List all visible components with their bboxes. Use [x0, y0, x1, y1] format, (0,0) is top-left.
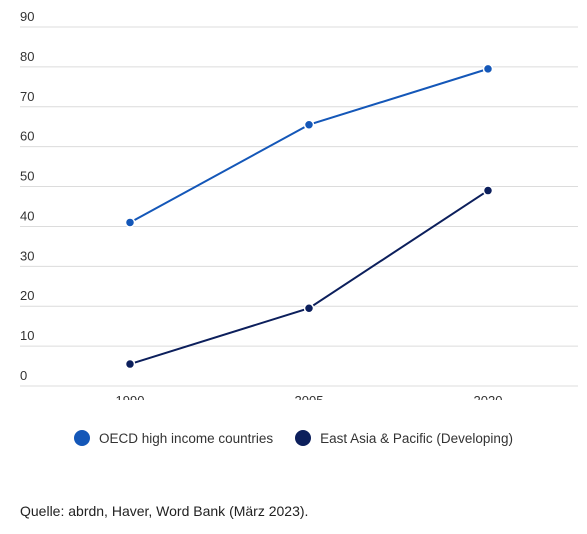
series-line-1 [129, 189, 489, 366]
x-axis-labels: 1990 2005 2020 [116, 393, 503, 400]
series-lines [129, 67, 489, 366]
y-tick-label-70: 70 [20, 89, 34, 104]
x-tick-label-1990: 1990 [116, 393, 145, 400]
data-point-0-1990[interactable] [124, 217, 136, 228]
y-tick-label-60: 60 [20, 129, 34, 144]
series-line-0 [129, 67, 489, 224]
y-tick-label-10: 10 [20, 328, 34, 343]
x-tick-label-2005: 2005 [295, 393, 324, 400]
x-tick-label-2020: 2020 [474, 393, 503, 400]
legend-item-east-asia[interactable]: East Asia & Pacific (Developing) [295, 430, 513, 446]
data-point-1-2005[interactable] [303, 302, 315, 314]
data-point-1-1990[interactable] [124, 358, 136, 370]
legend-label-east-asia: East Asia & Pacific (Developing) [320, 430, 513, 446]
y-axis-labels: 90 80 70 60 50 40 30 20 10 0 [20, 9, 34, 383]
y-tick-label-30: 30 [20, 248, 34, 263]
gridlines [20, 26, 578, 387]
legend-label-oecd: OECD high income countries [99, 430, 274, 446]
data-point-1-2020[interactable] [482, 185, 494, 196]
line-chart: 90 80 70 60 50 40 30 20 10 0 1990 2005 2020 [20, 9, 578, 400]
y-tick-label-90: 90 [20, 9, 34, 24]
y-tick-label-20: 20 [20, 288, 34, 303]
legend-marker-east-asia [295, 430, 312, 446]
source-note: Quelle: abrdn, Haver, Word Bank (März 20… [20, 503, 309, 519]
legend-item-oecd[interactable]: OECD high income countries [74, 430, 273, 446]
data-points [124, 63, 494, 370]
legend: OECD high income countries East Asia & P… [0, 430, 587, 446]
y-tick-label-40: 40 [20, 208, 34, 223]
y-tick-label-80: 80 [20, 49, 34, 64]
data-point-0-2020[interactable] [482, 63, 494, 75]
legend-marker-oecd [74, 430, 91, 446]
y-tick-label-0: 0 [20, 368, 27, 383]
data-point-0-2005[interactable] [303, 119, 315, 130]
y-tick-label-50: 50 [20, 169, 34, 184]
